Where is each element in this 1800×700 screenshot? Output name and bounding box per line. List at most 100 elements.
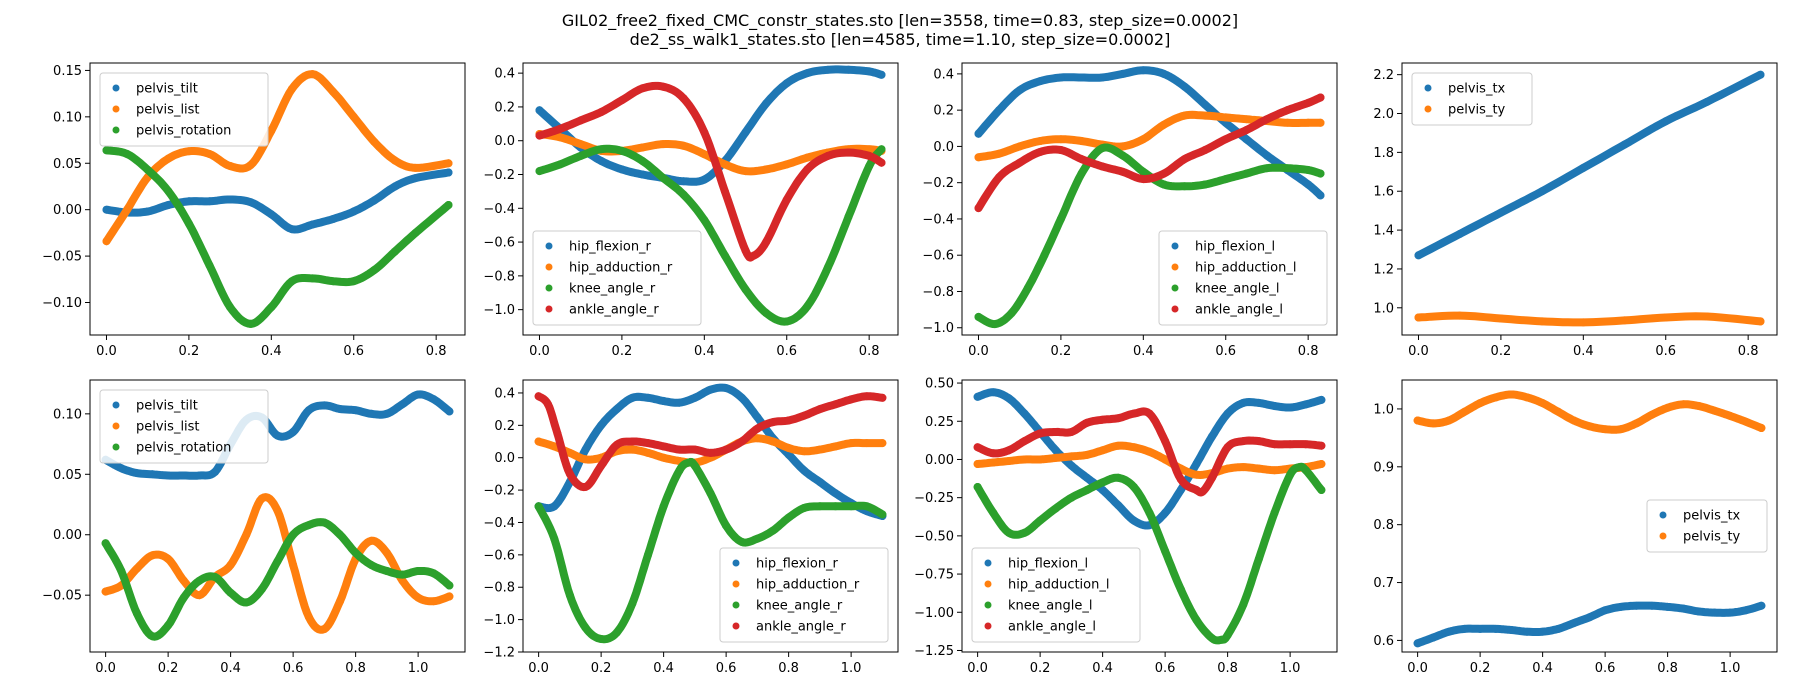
point-pelvis_list-20 [414, 593, 423, 602]
point-pelvis_rotation-6 [226, 303, 235, 312]
point-ankle_angle_l-19 [1254, 437, 1263, 446]
point-pelvis_ty-3 [1460, 407, 1469, 416]
point-pelvis_rotation-4 [184, 219, 193, 228]
y-tick-label: −1.2 [483, 646, 515, 661]
point-pelvis_tilt-5 [205, 197, 214, 206]
point-ankle_angle_l-8 [1139, 175, 1148, 184]
point-pelvis_ty-12 [1601, 425, 1610, 434]
point-hip_adduction_l-14 [1192, 470, 1201, 479]
point-pelvis_list-9 [287, 85, 296, 93]
y-tick-label: −0.2 [483, 168, 515, 183]
point-pelvis_rotation-22 [445, 581, 454, 590]
subplot-7: 0.0 0.2 0.4 0.6 0.8 1.0 −1.25 −1.00 −0.75 −0.50 −0… [914, 377, 1338, 676]
point-knee_angle_l-18 [1316, 169, 1325, 178]
legend-marker-hip_flexion_l [984, 559, 992, 567]
point-pelvis_tx-8 [1756, 70, 1765, 79]
point-hip_adduction_l-1 [989, 458, 998, 467]
point-hip_adduction_l-22 [1317, 460, 1326, 468]
point-hip_adduction_l-1 [995, 149, 1004, 158]
point-pelvis_tilt-15 [336, 405, 344, 413]
point-hip_adduction_l-15 [1283, 118, 1292, 127]
point-ankle_angle_r-8 [700, 128, 709, 137]
point-knee_angle_l-4 [1040, 251, 1049, 260]
point-pelvis_ty-9 [1554, 407, 1563, 416]
axes-frame [961, 379, 1338, 653]
point-knee_angle_l-9 [1139, 167, 1148, 176]
point-hip_adduction_r-18 [815, 445, 824, 454]
legend-marker-pelvis_list [112, 105, 120, 113]
legend-label-knee_angle_l: knee_angle_l [1195, 282, 1279, 297]
point-hip_flexion_l-0 [973, 392, 982, 401]
series-hip_flexion_r [535, 65, 886, 186]
point-knee_angle_r-6 [659, 173, 668, 182]
x-tick-label: 0.0 [1407, 661, 1428, 676]
point-pelvis_list-0 [102, 237, 111, 246]
point-pelvis_list-11 [329, 87, 338, 96]
point-pelvis_list-12 [289, 561, 298, 569]
point-ankle_angle_l-20 [1270, 440, 1279, 449]
point-hip_adduction_l-17 [1316, 118, 1325, 127]
point-pelvis_tilt-0 [102, 205, 111, 214]
y-tick-label: −0.6 [922, 249, 954, 264]
legend-label-ankle_angle_r: ankle_angle_r [569, 303, 659, 318]
point-pelvis_tilt-12 [349, 207, 358, 216]
point-pelvis_tilt-3 [164, 201, 173, 209]
legend-marker-hip_flexion_r [545, 242, 553, 250]
point-knee_angle_l-23 [1301, 466, 1310, 475]
legend-marker-hip_adduction_l [1171, 263, 1179, 271]
point-hip_adduction_r-0 [534, 437, 543, 446]
point-ankle_angle_r-12 [762, 238, 771, 247]
x-tick-label: 0.8 [859, 344, 880, 359]
point-ankle_angle_l-14 [1192, 486, 1201, 494]
point-hip_flexion_l-5 [1051, 446, 1060, 455]
point-hip_flexion_r-13 [737, 393, 746, 402]
point-pelvis_list-17 [367, 536, 376, 545]
series-pelvis_tx [1413, 601, 1766, 648]
point-hip_adduction_r-11 [762, 165, 771, 174]
legend-label-hip_flexion_l: hip_flexion_l [1195, 240, 1275, 255]
point-knee_angle_r-8 [659, 502, 668, 511]
point-knee_angle_l-2 [1004, 528, 1013, 537]
point-pelvis_rotation-17 [367, 561, 376, 569]
point-ankle_angle_r-10 [675, 445, 684, 454]
point-pelvis_list-6 [195, 591, 204, 600]
x-tick-label: 0.8 [1657, 661, 1678, 676]
point-knee_angle_l-8 [1098, 478, 1107, 487]
point-pelvis_rotation-14 [390, 247, 399, 256]
legend-label-pelvis_tx: pelvis_tx [1683, 509, 1741, 524]
point-ankle_angle_r-9 [659, 442, 668, 451]
point-knee_angle_l-14 [1242, 169, 1251, 178]
point-pelvis_tx-0 [1414, 251, 1423, 260]
point-pelvis_ty-18 [1694, 402, 1703, 410]
point-knee_angle_r-16 [865, 162, 874, 171]
point-pelvis_rotation-8 [226, 588, 235, 597]
x-tick-label: 0.0 [95, 661, 116, 676]
point-hip_flexion_l-21 [1301, 400, 1310, 409]
point-ankle_angle_r-13 [782, 195, 791, 204]
y-tick-label: −0.25 [914, 491, 954, 506]
point-hip_flexion_r-4 [597, 421, 606, 430]
series-group [973, 388, 1326, 645]
point-knee_angle_l-1 [989, 508, 998, 517]
point-hip_adduction_r-17 [800, 447, 809, 456]
point-pelvis_list-13 [370, 137, 379, 146]
point-pelvis_list-19 [398, 576, 407, 585]
point-hip_adduction_l-7 [1118, 142, 1127, 151]
point-pelvis_ty-5 [1491, 393, 1500, 402]
point-ankle_angle_l-2 [1004, 446, 1013, 455]
point-hip_adduction_r-16 [865, 145, 874, 154]
axes-frame [961, 62, 1338, 336]
point-hip_adduction_l-3 [1036, 137, 1045, 145]
series-group [534, 383, 887, 644]
point-knee_angle_r-0 [535, 167, 544, 176]
x-tick-label: 0.4 [653, 661, 674, 676]
point-knee_angle_r-16 [769, 526, 777, 535]
point-knee_angle_l-3 [1020, 528, 1029, 537]
x-tick-label: 0.6 [716, 661, 737, 676]
point-pelvis_list-22 [445, 592, 454, 601]
point-pelvis_rotation-5 [179, 593, 188, 602]
x-tick-label: 0.0 [528, 661, 549, 676]
point-ankle_angle_r-18 [877, 158, 886, 167]
point-hip_flexion_l-3 [1036, 77, 1045, 86]
point-hip_adduction_l-8 [1139, 135, 1148, 144]
